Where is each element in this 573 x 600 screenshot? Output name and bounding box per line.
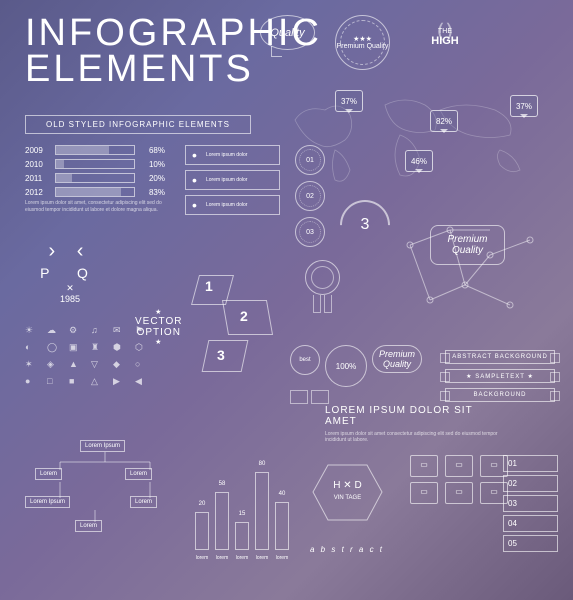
numbered-bar: 02 — [503, 475, 558, 492]
small-boxes — [290, 390, 329, 404]
circle-badge: 01 — [295, 145, 325, 175]
chart-column: 80lorem — [255, 472, 269, 550]
tree-node: Lorem Ipsum — [25, 496, 70, 508]
lorem-small: Lorem ipsum dolor sit amet, consectetur … — [25, 200, 175, 213]
circle-badge: 02 — [295, 181, 325, 211]
lorem-headline: LOREM IPSUM DOLOR SIT AMET Lorem ipsum d… — [325, 405, 505, 443]
tree-node: Lorem — [75, 520, 102, 532]
ribbon-banner: ★ SAMPLETEXT ★ — [445, 369, 555, 383]
tree-node: Lorem — [130, 496, 157, 508]
circle-badge: 03 — [295, 217, 325, 247]
badge-cluster: best 100% Premium Quality — [290, 345, 422, 387]
map-pin: 46% — [405, 150, 433, 172]
chart-column: 58lorem — [215, 492, 229, 550]
mini-icon: ☁ — [47, 325, 61, 336]
icon-grid: ☀ ☁ ⚙ ♫ ✉ ⚑ ◐ ◯ ▣ ♜ ⬢ ⬡ ✶ ◈ ▲ ▽ ◆ ○ ● □ ■ △ ▶ ◀ — [25, 325, 149, 387]
mini-icon: ◐ — [25, 342, 39, 353]
ribbon-banners: ABSTRACT BACKGROUND ★ SAMPLETEXT ★ BACKGRO… — [445, 350, 555, 407]
numbered-bar: 01 — [503, 455, 558, 472]
numbered-bar: 05 — [503, 535, 558, 552]
ribbon-banner: ABSTRACT BACKGROUND — [445, 350, 555, 364]
mini-icon: ● — [25, 376, 39, 387]
mini-icon: ☀ — [25, 325, 39, 336]
tree-node: Lorem — [125, 468, 152, 480]
circle-badges: 01 02 03 — [295, 145, 325, 253]
bar-row: 201120% — [25, 173, 175, 183]
chart-column: 20lorem — [195, 512, 209, 550]
mini-icon: ◯ — [47, 342, 61, 353]
mini-icon: ♫ — [91, 325, 105, 336]
ribbon-banner: BACKGROUND — [445, 388, 555, 402]
tree-node: Lorem — [35, 468, 62, 480]
mini-icon: ○ — [135, 359, 149, 370]
mini-icon: ✶ — [25, 359, 39, 370]
chart-column: 40lorem — [275, 502, 289, 550]
column-chart: 20lorem 58lorem 15lorem 80lorem 40lorem — [195, 460, 289, 550]
mini-icon: ▣ — [69, 342, 83, 353]
mini-icon: ▶ — [113, 376, 127, 387]
file-grid — [410, 455, 510, 504]
org-tree: Lorem Ipsum Lorem Lorem Lorem Ipsum Lorem Lor… — [25, 440, 185, 535]
bar-row: 201283% — [25, 187, 175, 197]
pq-emblem: › ‹ P Q ✕ 1985 — [25, 240, 115, 304]
premium-bubble: Premium Quality — [430, 225, 505, 265]
geometric-callouts: 1 2 3 — [195, 275, 295, 385]
gauge: 3 — [340, 200, 390, 250]
year-bars: 200968% 201010% 201120% 201283% — [25, 145, 175, 201]
ribbon-award — [305, 260, 340, 313]
mini-icon: ■ — [69, 376, 83, 387]
mini-icon: △ — [91, 376, 105, 387]
map-pin: 37% — [335, 90, 363, 112]
mini-icon: ✉ — [113, 325, 127, 336]
mini-icon: ⬢ — [113, 342, 127, 353]
tree-node: Lorem Ipsum — [80, 440, 125, 452]
numbered-bar: 04 — [503, 515, 558, 532]
mini-icon: ▽ — [91, 359, 105, 370]
mini-icon: ◈ — [47, 359, 61, 370]
abstract-label: a b s t r a c t — [310, 545, 384, 554]
info-box: Lorem ipsum dolor — [185, 145, 280, 165]
mini-icon: ♜ — [91, 342, 105, 353]
mini-icon: ◆ — [113, 359, 127, 370]
numbered-bar: 03 — [503, 495, 558, 512]
info-boxes: Lorem ipsum dolor Lorem ipsum dolor Lorem … — [185, 145, 280, 220]
map-pin: 82% — [430, 110, 458, 132]
bar-row: 200968% — [25, 145, 175, 155]
mini-icon: ◀ — [135, 376, 149, 387]
map-pin: 37% — [510, 95, 538, 117]
premium-badge: ★★★Premium Quality — [335, 15, 390, 70]
subtitle-banner: OLD STYLED INFOGRAPHIC ELEMENTS — [25, 115, 251, 134]
mini-icon: ▲ — [69, 359, 83, 370]
numbered-bars: 01 02 03 04 05 — [503, 455, 558, 555]
high-badge: ⁽⁾ THE HIGH — [415, 15, 475, 60]
hexagon-badge: H ✕ D VIN TAGE — [310, 460, 385, 535]
bar-row: 201010% — [25, 159, 175, 169]
mini-icon: □ — [47, 376, 61, 387]
mini-icon: ⚑ — [135, 325, 149, 336]
info-box: Lorem ipsum dolor — [185, 195, 280, 215]
chart-column: 15lorem — [235, 522, 249, 550]
mini-icon: ⬡ — [135, 342, 149, 353]
info-box: Lorem ipsum dolor — [185, 170, 280, 190]
mini-icon: ⚙ — [69, 325, 83, 336]
quality-badge: Quality — [260, 15, 315, 50]
